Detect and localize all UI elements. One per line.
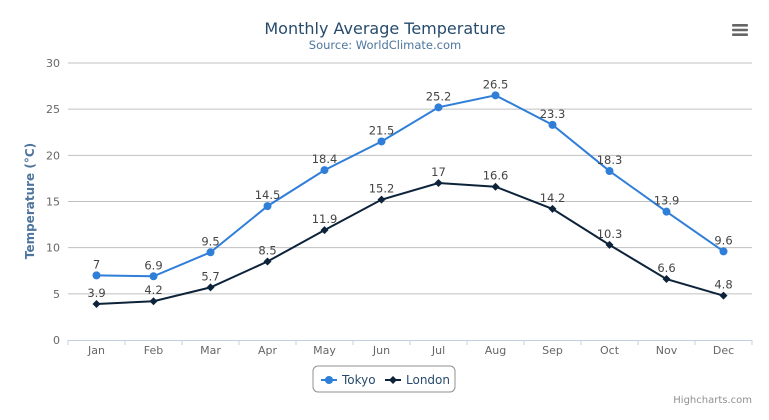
data-label: 14.2 — [540, 191, 566, 205]
data-point[interactable] — [377, 195, 386, 204]
data-point[interactable] — [263, 257, 272, 266]
x-tick-label: Jul — [431, 344, 445, 357]
data-point[interactable] — [263, 202, 272, 211]
x-tick-label: Jun — [372, 344, 390, 357]
legend-item-london[interactable]: London — [385, 373, 450, 387]
data-point[interactable] — [605, 167, 614, 176]
legend: Tokyo London — [312, 365, 456, 393]
data-point[interactable] — [605, 240, 614, 249]
export-menu-button[interactable] — [732, 22, 748, 38]
x-tick-label: Apr — [258, 344, 278, 357]
data-label: 18.4 — [312, 152, 338, 166]
x-tick-label: Mar — [200, 344, 221, 357]
series-london: 3.9 4.2 5.7 8.5 11.9 15.2 17 16.6 14.2 10.3 6.6 4.8 — [87, 165, 733, 308]
y-axis-title: Temperature (°C) — [23, 143, 37, 259]
data-point[interactable] — [320, 166, 329, 175]
legend-label-london: London — [406, 373, 450, 387]
data-point[interactable] — [149, 297, 158, 306]
data-point[interactable] — [548, 120, 557, 129]
x-tick-label: Nov — [656, 344, 678, 357]
data-label: 6.6 — [657, 261, 675, 275]
x-tick-label: Sep — [542, 344, 563, 357]
x-tick-label: Jan — [87, 344, 105, 357]
data-label: 16.6 — [483, 169, 509, 183]
credits-link[interactable]: Highcharts.com — [673, 395, 752, 406]
data-label: 6.9 — [144, 258, 162, 272]
data-label: 5.7 — [201, 269, 219, 283]
data-point[interactable] — [434, 179, 443, 188]
data-label: 15.2 — [369, 182, 395, 196]
x-tick-label: Feb — [144, 344, 163, 357]
y-tick-label: 20 — [46, 149, 60, 162]
legend-item-tokyo[interactable]: Tokyo — [321, 373, 376, 387]
data-label: 10.3 — [597, 227, 623, 241]
data-point[interactable] — [434, 103, 443, 112]
data-point[interactable] — [719, 291, 728, 300]
data-label: 25.2 — [426, 89, 452, 103]
data-point[interactable] — [320, 226, 329, 235]
series-tokyo: 7 6.9 9.5 14.5 18.4 21.5 25.2 26.5 23.3 18.3 13.9 9… — [92, 77, 733, 281]
chart-subtitle: Source: WorldClimate.com — [309, 38, 461, 52]
legend-label-tokyo: Tokyo — [341, 373, 376, 387]
data-point[interactable] — [92, 271, 101, 280]
series-line — [96, 94, 725, 278]
data-label: 18.3 — [597, 153, 623, 167]
data-label: 8.5 — [258, 244, 276, 258]
x-tick-label: May — [313, 344, 336, 357]
y-tick-label: 10 — [46, 242, 60, 255]
chart-title: Monthly Average Temperature — [264, 19, 505, 38]
data-label: 13.9 — [654, 194, 680, 208]
x-tick-label: Oct — [600, 344, 620, 357]
data-label: 9.6 — [714, 233, 732, 247]
data-label: 21.5 — [369, 123, 395, 137]
data-point[interactable] — [548, 204, 557, 213]
data-label: 23.3 — [540, 107, 566, 121]
data-label: 26.5 — [483, 77, 509, 91]
data-point[interactable] — [662, 207, 671, 216]
y-tick-label: 25 — [46, 103, 60, 116]
y-tick-label: 15 — [46, 196, 60, 209]
data-point[interactable] — [206, 283, 215, 292]
y-tick-label: 5 — [53, 288, 60, 301]
data-point[interactable] — [662, 275, 671, 284]
x-tick-label: Dec — [713, 344, 734, 357]
data-label: 7 — [93, 257, 100, 271]
data-point[interactable] — [149, 272, 158, 281]
data-point[interactable] — [491, 91, 500, 100]
data-label: 4.8 — [714, 278, 732, 292]
data-point[interactable] — [377, 137, 386, 146]
data-label: 17 — [431, 165, 446, 179]
y-tick-label: 0 — [53, 334, 60, 347]
data-point[interactable] — [719, 247, 728, 256]
data-label: 3.9 — [87, 286, 105, 300]
data-label: 14.5 — [255, 188, 281, 202]
data-label: 4.2 — [144, 283, 162, 297]
data-label: 11.9 — [312, 212, 338, 226]
data-point[interactable] — [206, 248, 215, 257]
series-line — [96, 182, 724, 305]
y-tick-label: 30 — [46, 57, 60, 70]
data-point[interactable] — [92, 299, 101, 308]
x-tick-label: Aug — [485, 344, 506, 357]
data-point[interactable] — [491, 182, 500, 191]
data-label: 9.5 — [201, 234, 219, 248]
